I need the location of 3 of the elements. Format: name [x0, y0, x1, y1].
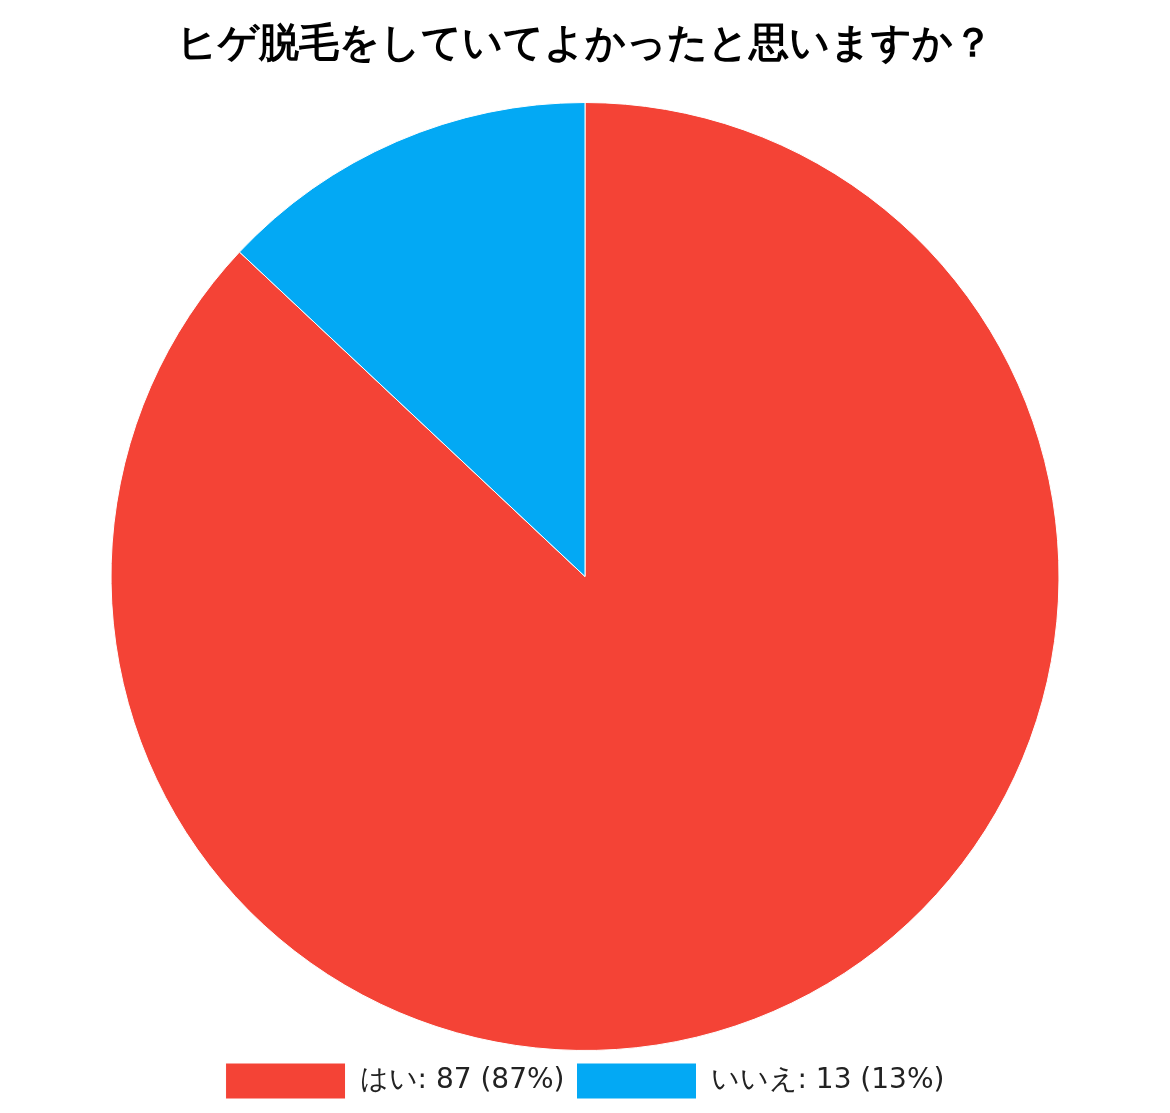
legend-label: いいえ: 13 (13%) — [710, 1062, 945, 1096]
legend-label: はい: 87 (87%) — [359, 1062, 565, 1096]
chart-title: ヒゲ脱毛をしていてよかったと思いますか？ — [177, 19, 993, 66]
